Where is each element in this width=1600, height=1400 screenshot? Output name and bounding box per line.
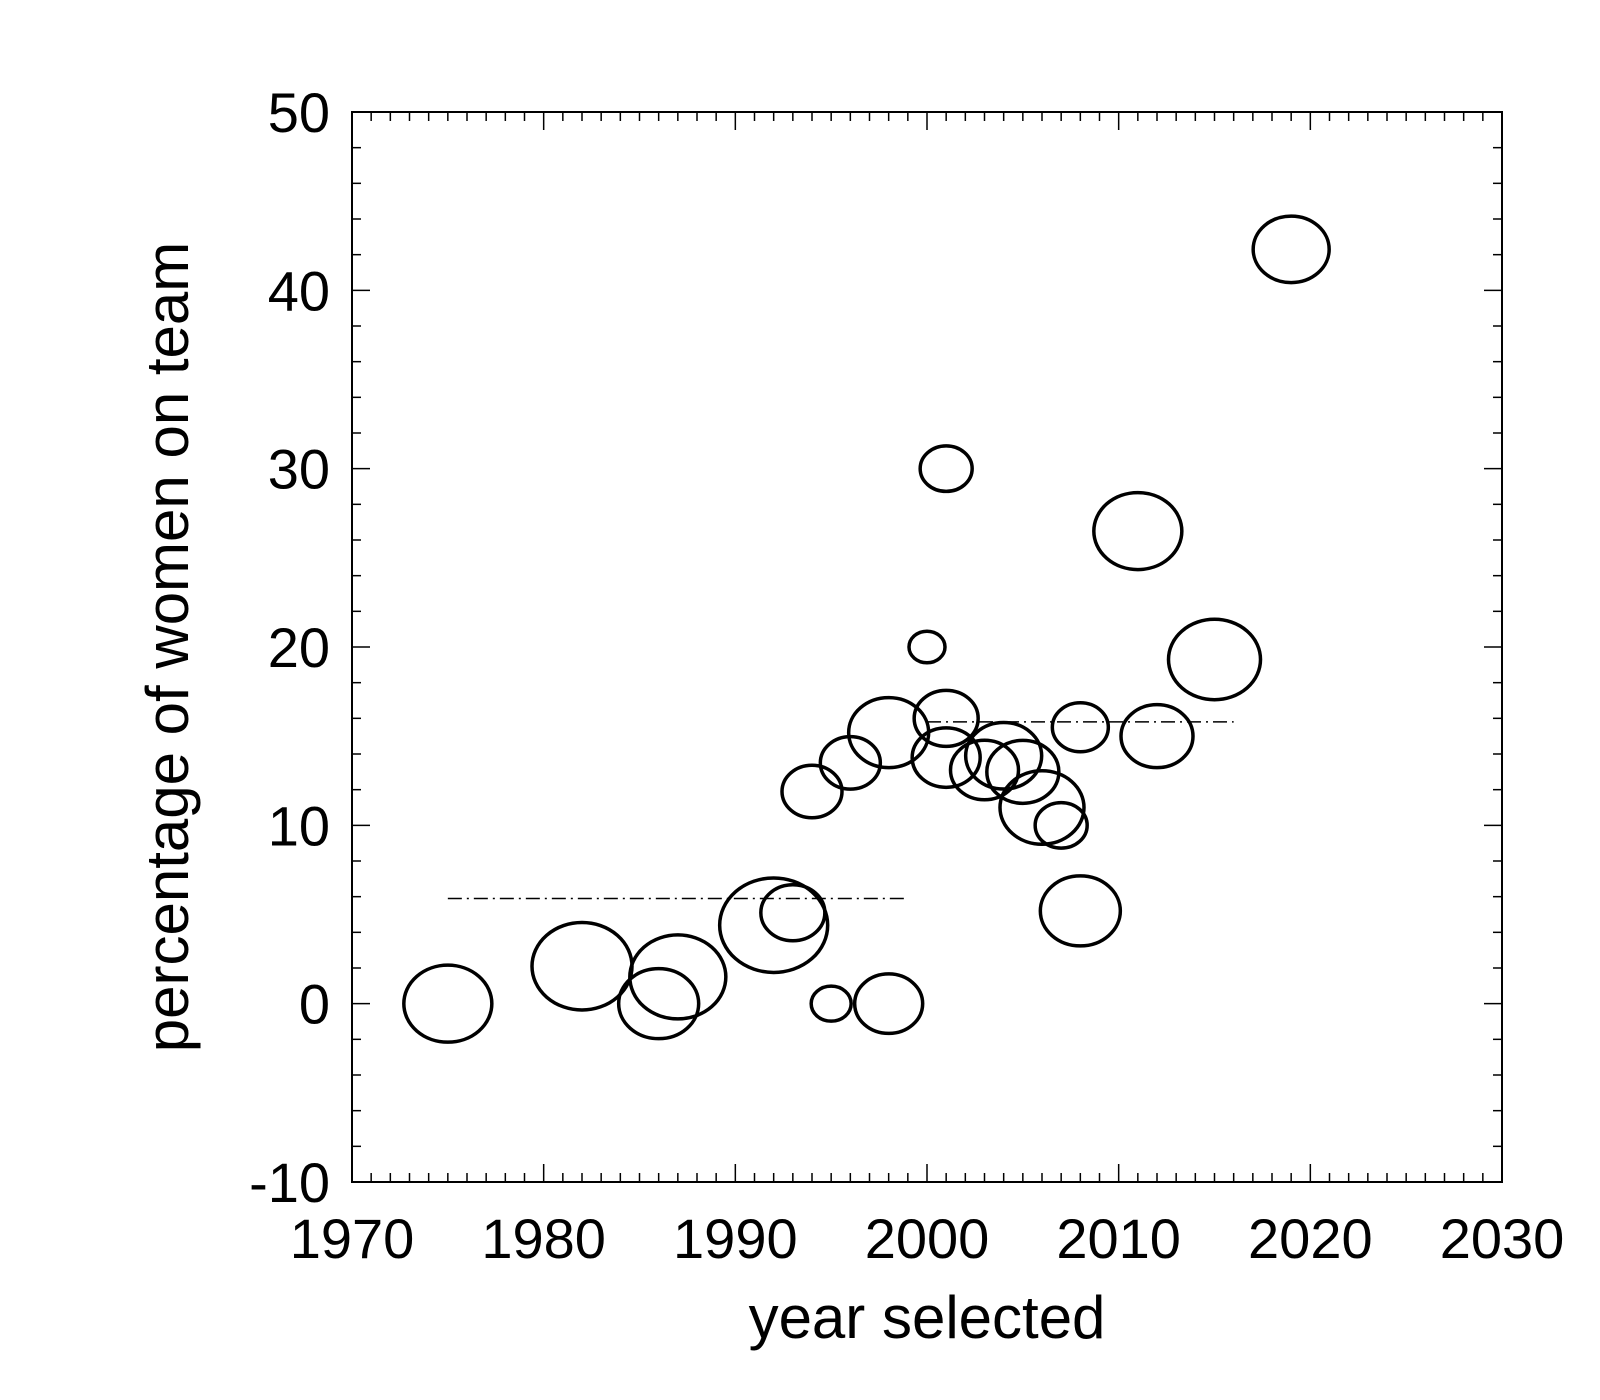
data-point (616, 966, 701, 1041)
y-axis-title: percentage of women on team (134, 242, 201, 1053)
reference-lines (447, 721, 1234, 900)
y-tick-label: -10 (249, 1151, 330, 1214)
data-point (998, 769, 1086, 846)
data-point (910, 726, 982, 790)
data-point (1092, 490, 1184, 572)
x-tick-label: 1980 (481, 1207, 606, 1270)
y-tick-label: 50 (268, 81, 330, 144)
data-point (1119, 702, 1195, 770)
data-point (1033, 800, 1089, 850)
y-tick-label: 20 (268, 616, 330, 679)
data-point (1251, 214, 1331, 285)
plot-frame (351, 111, 1503, 1183)
x-tick-label: 2030 (1440, 1207, 1565, 1270)
data-point (780, 763, 844, 820)
x-axis-title: year selected (749, 1284, 1106, 1351)
data-point (948, 738, 1021, 802)
data-point (530, 920, 634, 1012)
data-point (912, 688, 980, 749)
x-tick-label: 2000 (865, 1207, 990, 1270)
y-tick-label: 10 (268, 794, 330, 857)
data-point (717, 876, 830, 975)
y-tick-label: 0 (299, 973, 330, 1036)
data-point (963, 720, 1044, 791)
x-tick-label: 2010 (1056, 1207, 1181, 1270)
data-point (907, 629, 947, 665)
data-point (1050, 701, 1111, 754)
data-point (1166, 617, 1263, 702)
data-point (628, 933, 728, 1021)
data-point (852, 972, 925, 1036)
x-tick-label: 2020 (1248, 1207, 1373, 1270)
axis-ticks (351, 111, 1503, 1183)
tick-labels: 1970 1980 1990 2000 2010 2020 2030-10010203040… (249, 81, 1564, 1270)
y-tick-label: 30 (268, 438, 330, 501)
x-tick-label: 1990 (673, 1207, 798, 1270)
data-point (809, 984, 853, 1023)
data-point (1038, 874, 1123, 948)
data-point (402, 963, 494, 1044)
data-point (759, 882, 827, 943)
data-point (918, 444, 974, 494)
data-points (402, 214, 1331, 1044)
x-tick-label: 1970 (290, 1207, 415, 1270)
y-tick-label: 40 (268, 259, 330, 322)
